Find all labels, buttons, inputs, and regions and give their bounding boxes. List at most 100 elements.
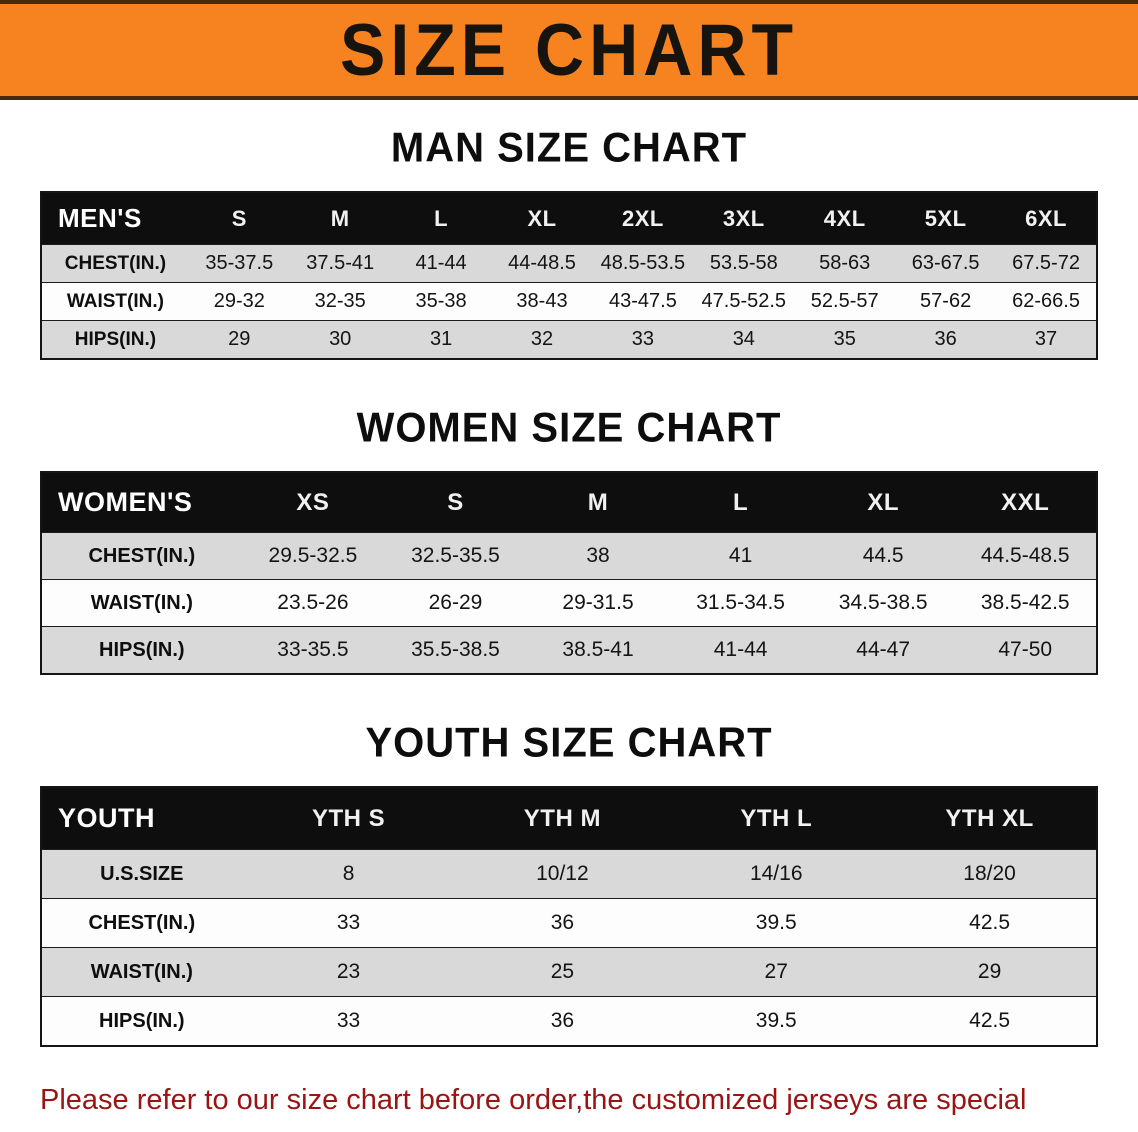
size-header-row: WOMEN'S XS S M L XL XXL [41,472,1097,533]
row-label: CHEST(IN.) [88,544,196,567]
row-label: WAIST(IN.) [66,290,164,312]
table-corner-label: YOUTH [58,803,155,833]
size-value-cell: 34 [732,328,755,350]
size-value-cell: 25 [550,960,575,983]
size-value-cell: 18/20 [963,862,1016,885]
size-value-cell: 39.5 [755,911,797,934]
size-value-cell: 44-48.5 [508,252,576,274]
youth-size-table: YOUTH YTH S YTH M YTH L YTH XL U.S.SIZE 8 10/12… [40,786,1098,1047]
size-value-cell: 8 [342,862,355,885]
youth-size-section: YOUTH SIZE CHART YOUTH YTH S YTH M YTH L YTH… [0,720,1138,1047]
size-value-cell: 23.5-26 [277,591,349,614]
size-value-cell: 37.5-41 [306,252,375,274]
size-column-header: XL [527,205,557,231]
size-value-cell: 62-66.5 [1012,290,1080,312]
size-value-cell: 63-67.5 [911,252,980,274]
size-value-cell: 38-43 [516,290,568,312]
measurement-row: CHEST(IN.) 29.5-32.5 32.5-35.5 38 41 44.5 44.5… [41,532,1097,580]
size-value-cell: 29-31.5 [562,591,634,614]
size-column-header: S [447,488,464,516]
men-section-heading: MAN SIZE CHART [390,124,748,172]
size-value-cell: 44-47 [856,638,911,661]
size-header-row: MEN'S S M L XL 2XL 3XL 4XL 5XL 6XL [41,192,1097,245]
size-column-header: 6XL [1025,205,1067,231]
size-value-cell: 29.5-32.5 [268,544,358,567]
size-value-cell: 53.5-58 [709,252,778,274]
size-value-cell: 41-44 [713,638,768,661]
size-column-header: M [330,205,350,231]
size-value-cell: 47-50 [998,638,1053,661]
size-value-cell: 29 [228,328,251,350]
measurement-row: WAIST(IN.) 29-32 32-35 35-38 38-43 43-47.5 47.… [41,282,1097,321]
row-label: CHEST(IN.) [64,252,167,274]
size-column-header: YTH L [740,804,813,832]
size-value-cell: 26-29 [428,591,483,614]
size-value-cell: 27 [764,960,788,983]
size-column-header: L [733,488,749,516]
men-size-table: MEN'S S M L XL 2XL 3XL 4XL 5XL 6XL CHEST(IN.) 35-37… [40,191,1098,360]
page-title: SIZE CHART [340,8,798,92]
size-column-header: XL [867,488,899,516]
size-header-row: YOUTH YTH S YTH M YTH L YTH XL [41,787,1097,850]
size-value-cell: 33 [336,911,361,934]
size-value-cell: 48.5-53.5 [600,252,686,274]
size-value-cell: 10/12 [536,862,589,885]
size-value-cell: 29-32 [213,290,265,312]
row-label: WAIST(IN.) [90,591,193,614]
size-column-header: XXL [1001,488,1050,516]
size-value-cell: 31 [429,328,453,350]
measurement-row: HIPS(IN.) 29 30 31 32 33 34 35 36 37 [41,320,1097,359]
row-label: HIPS(IN.) [99,638,185,661]
size-column-header: YTH S [311,804,386,832]
measurement-row: WAIST(IN.) 23.5-26 26-29 29-31.5 31.5-34.5 34… [41,579,1097,627]
size-value-cell: 33-35.5 [277,638,349,661]
size-value-cell: 44.5-48.5 [980,544,1070,567]
row-label: CHEST(IN.) [88,911,196,934]
size-value-cell: 35.5-38.5 [411,638,500,661]
size-value-cell: 30 [329,328,352,350]
size-value-cell: 34.5-38.5 [838,591,928,614]
size-column-header: 4XL [823,205,866,231]
size-value-cell: 36 [550,1009,575,1032]
size-value-cell: 29 [977,960,1002,983]
size-value-cell: 36 [934,328,957,350]
size-value-cell: 14/16 [749,862,803,885]
size-column-header: 5XL [924,205,967,231]
row-label: HIPS(IN.) [99,1009,185,1032]
measurement-row: HIPS(IN.) 33-35.5 35.5-38.5 38.5-41 41-44 44-… [41,626,1097,674]
size-column-header: XS [296,488,330,516]
size-column-header: YTH M [523,804,601,832]
size-value-cell: 57-62 [920,290,972,312]
size-value-cell: 47.5-52.5 [701,290,787,312]
table-corner-label: WOMEN'S [58,487,193,517]
size-value-cell: 35 [833,328,856,350]
size-value-cell: 23 [336,960,361,983]
size-column-header: L [434,205,449,231]
size-value-cell: 58-63 [819,252,871,274]
size-value-cell: 38.5-41 [562,638,634,661]
banner: SIZE CHART [0,0,1138,100]
content: MAN SIZE CHART MEN'S S M L XL 2XL 3XL 4XL 5XL 6XL… [0,124,1138,1047]
notice-line-1: Please refer to our size chart before or… [40,1084,1027,1132]
size-value-cell: 67.5-72 [1012,252,1080,274]
size-value-cell: 31.5-34.5 [696,591,785,614]
size-value-cell: 43-47.5 [608,290,677,312]
size-value-cell: 32 [530,328,554,350]
size-column-header: 2XL [621,205,664,231]
measurement-row: U.S.SIZE 8 10/12 14/16 18/20 [41,849,1097,899]
size-value-cell: 44.5 [862,544,904,567]
table-corner-label: MEN'S [58,203,142,233]
measurement-row: CHEST(IN.) 35-37.5 37.5-41 41-44 44-48.5 48.5… [41,244,1097,283]
size-value-cell: 38 [586,544,610,567]
measurement-row: HIPS(IN.) 33 36 39.5 42.5 [41,996,1097,1046]
measurement-row: WAIST(IN.) 23 25 27 29 [41,947,1097,997]
row-label: U.S.SIZE [100,862,184,885]
men-size-section: MAN SIZE CHART MEN'S S M L XL 2XL 3XL 4XL 5XL 6XL… [0,124,1138,360]
size-column-header: 3XL [722,205,765,231]
order-notice: Please refer to our size chart before or… [0,1077,1138,1132]
size-value-cell: 33 [631,328,655,350]
size-value-cell: 35-38 [415,290,467,312]
size-value-cell: 32.5-35.5 [411,544,500,567]
size-value-cell: 42.5 [969,911,1011,934]
